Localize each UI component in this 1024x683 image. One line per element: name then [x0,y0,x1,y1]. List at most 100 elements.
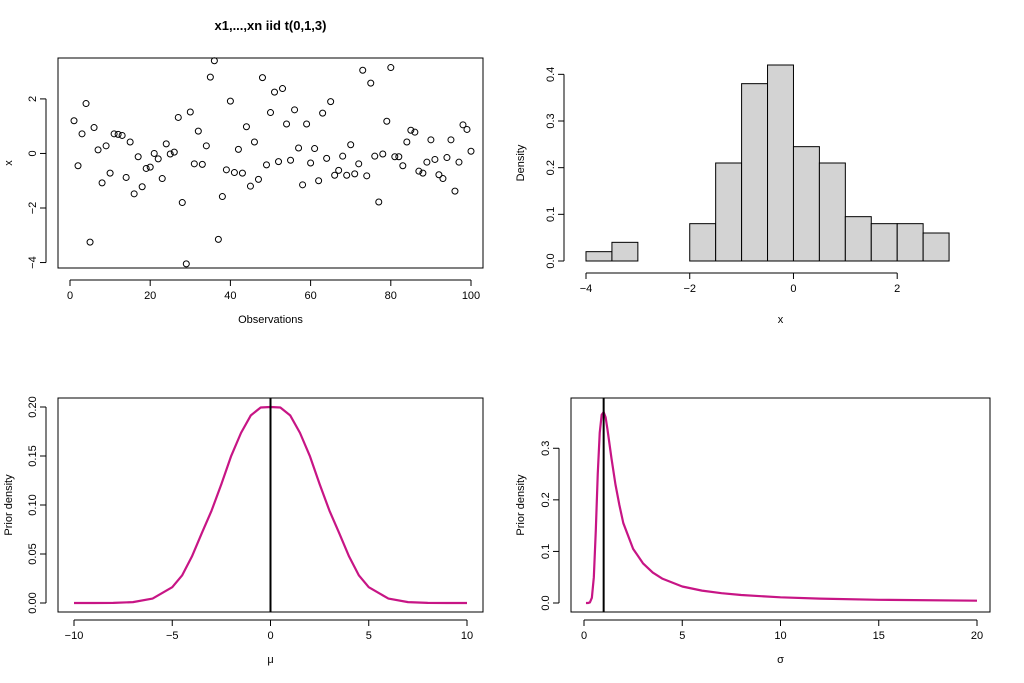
scatter-point [467,147,475,155]
scatter-point [355,160,363,168]
scatter-point [142,164,150,172]
y-axis-label: Density [515,144,527,181]
scatter-point [258,74,266,82]
y-tick-label: −4 [27,256,39,269]
scatter-point [170,148,178,156]
histogram-bar [844,216,872,262]
y-tick-label: 0.3 [545,113,557,128]
scatter-point [375,198,383,206]
x-tick-label: 10 [774,630,786,642]
scatter-point [407,126,415,134]
scatter-point [319,109,327,117]
scatter-point [303,120,311,128]
x-tick-label: 2 [894,283,900,295]
y-tick-label: 0.20 [27,396,39,417]
scatter-point [138,183,146,191]
x-tick-label: 0 [790,283,796,295]
scatter-point [323,154,331,162]
x-tick-label: 5 [679,630,685,642]
scatter-point [283,120,291,128]
chart-title: x1,...,xn iid t(0,1,3) [215,18,327,33]
scatter-point [194,127,202,135]
scatter-point [343,171,351,179]
scatter-point [427,136,435,144]
x-tick-label: 15 [873,630,885,642]
histogram-bar [715,162,743,262]
scatter-point [110,130,118,138]
y-tick-label: 0.1 [540,544,552,559]
x-tick-label: 60 [304,290,316,302]
plot-panel-2: −4 −2 0 2 0.0 0.1 0.2 0.3 0.4 x Density [515,64,950,326]
histogram-bar [585,251,613,262]
scatter-point [395,153,403,161]
histogram-bar [792,146,820,262]
x-tick-label: 20 [144,290,156,302]
scatter-point [451,187,459,195]
scatter-point [391,153,399,161]
scatter-point [186,108,194,116]
scatter-point [443,154,451,162]
y-tick-label: 0.1 [545,207,557,222]
scatter-point [250,138,258,146]
scatter-point [230,169,238,177]
scatter-point [439,175,447,183]
x-tick-label: 0 [267,630,273,642]
x-tick-label: 10 [461,630,473,642]
x-axis-label: x [778,314,784,326]
scatter-point [206,73,214,81]
scatter-point [411,128,419,136]
plot-frame [57,57,484,269]
x-tick-label: −5 [166,630,179,642]
scatter-point [347,141,355,149]
scatter-point [447,136,455,144]
y-axis-label: x [3,160,15,166]
scatter-point [78,130,86,138]
y-axis-label: Prior density [3,474,15,536]
y-tick-label: 2 [27,96,39,102]
histogram-bar [896,223,924,262]
x-tick-label: 20 [971,630,983,642]
y-tick-label: 0.10 [27,494,39,515]
scatter-point [198,160,206,168]
density-curve [585,411,978,605]
scatter-point [70,117,78,125]
scatter-point [363,172,371,180]
x-tick-label: 0 [67,290,73,302]
scatter-point [218,193,226,201]
y-axis-label: Prior density [515,474,527,536]
scatter-point [82,100,90,108]
x-tick-label: 40 [224,290,236,302]
scatter-point [327,98,335,106]
y-tick-label: 0.15 [27,445,39,466]
scatter-point [202,142,210,150]
scatter-point [86,238,94,246]
scatter-point [271,88,279,96]
scatter-point [279,85,287,93]
x-axis-label: μ [267,654,273,666]
y-tick-label: 0.2 [540,492,552,507]
scatter-point [150,149,158,157]
scatter-point [351,170,359,178]
x-tick-label: −4 [580,283,593,295]
scatter-point [339,152,347,160]
histogram-bar [611,241,639,262]
scatter-point [399,162,407,170]
scatter-point [214,235,222,243]
y-tick-label: 0.00 [27,592,39,613]
scatter-point [435,171,443,179]
scatter-point [94,146,102,154]
histogram-bar [818,162,846,262]
x-tick-label: 100 [462,290,480,302]
y-tick-label: 0.05 [27,543,39,564]
scatter-point [299,181,307,189]
scatter-point [415,167,423,175]
x-axis-label: σ [777,654,784,666]
scatter-point [118,131,126,139]
scatter-point [262,161,270,169]
scatter-point [387,64,395,72]
scatter-point [359,66,367,74]
scatter-point [367,79,375,87]
scatter-point [463,125,471,133]
scatter-point [126,138,134,146]
